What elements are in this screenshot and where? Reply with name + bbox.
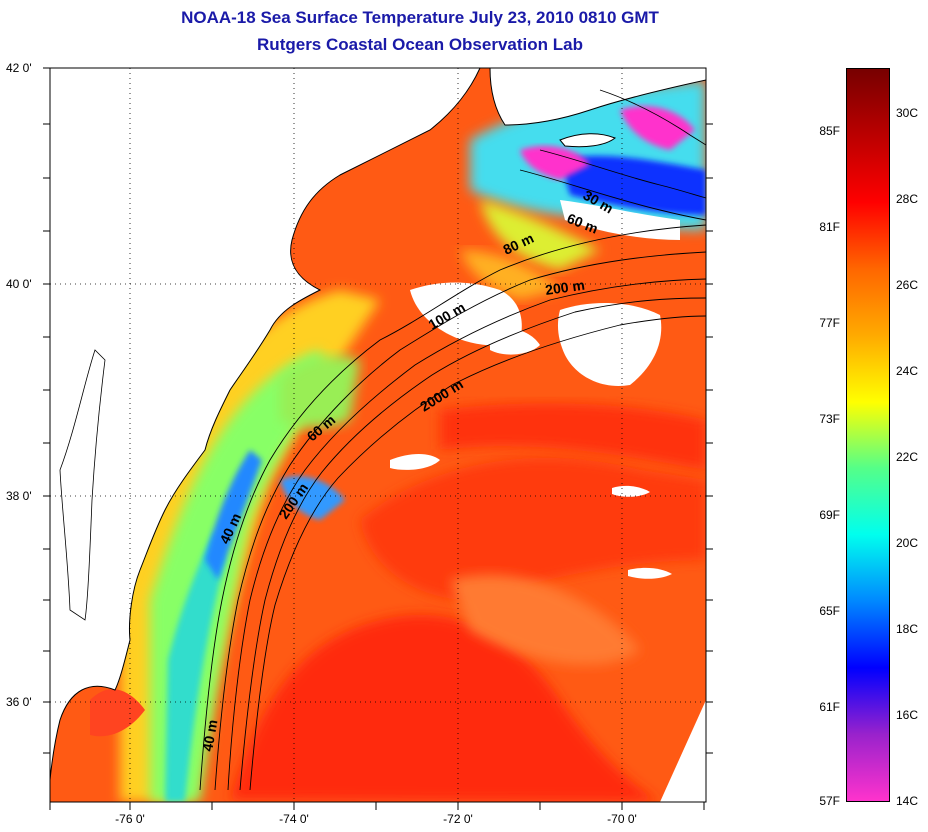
isobath-label-10: 40 m xyxy=(199,718,220,752)
title-line-1: NOAA-18 Sea Surface Temperature July 23,… xyxy=(181,8,659,27)
shelf-break-orange xyxy=(460,250,560,300)
cloud-gap-5 xyxy=(500,88,575,110)
colorbar-c-14: 14C xyxy=(896,794,919,808)
new-england-land xyxy=(489,68,706,126)
coldest-patch-2 xyxy=(620,106,695,150)
northern-warming-band xyxy=(480,200,600,270)
mainland-land xyxy=(50,68,481,781)
coldest-patch-1 xyxy=(520,145,590,180)
cloud-gap-8 xyxy=(628,567,672,579)
colorbar-c-22: 22C xyxy=(896,450,919,464)
cloud-gap-4 xyxy=(560,200,680,240)
chesapeake-shoreline xyxy=(59,349,106,621)
swath-edge-nodata xyxy=(660,700,706,802)
shelf-cold-patch xyxy=(280,476,345,520)
colorbar-f-81: 81F xyxy=(819,220,840,234)
lon-tick-74: -74 0' xyxy=(279,812,309,826)
temperature-colorbar xyxy=(846,68,890,802)
colorbar-c-30: 30C xyxy=(896,106,919,120)
upwelling-blue-strip xyxy=(205,450,262,580)
colorbar-f-77: 77F xyxy=(819,316,840,330)
lat-tick-38: 38 0' xyxy=(6,489,32,503)
colorbar-f-57: 57F xyxy=(819,794,840,808)
colorbar-c-16: 16C xyxy=(896,708,919,722)
title-line-2: Rutgers Coastal Ocean Observation Lab xyxy=(257,35,583,54)
plot-frame xyxy=(49,67,707,803)
colorbar-c-18: 18C xyxy=(896,622,919,636)
nearshore-cool-strip xyxy=(165,530,225,802)
cloud-gap-2 xyxy=(557,303,662,386)
lon-tick-72: -72 0' xyxy=(443,812,473,826)
colorbar-f-65: 65F xyxy=(819,604,840,618)
very-cold-water xyxy=(560,155,706,215)
colorbar-c-20: 20C xyxy=(896,536,919,550)
cloud-gap-3 xyxy=(490,328,540,355)
colorbar-f-69: 69F xyxy=(819,508,840,522)
colorbar-c-24: 24C xyxy=(896,364,919,378)
lat-tick-36: 36 0' xyxy=(6,695,32,709)
lon-tick-70: -70 0' xyxy=(607,812,637,826)
lon-tick-76: -76 0' xyxy=(115,812,145,826)
isobath-label-4: 200 m xyxy=(544,277,586,298)
axis-ticks xyxy=(43,67,713,810)
island-land xyxy=(559,133,616,148)
colorbar-f-73: 73F xyxy=(819,412,840,426)
lat-tick-40: 40 0' xyxy=(6,277,32,291)
colorbar-c-28: 28C xyxy=(896,192,919,206)
colorbar-f-85: 85F xyxy=(819,124,840,138)
cloud-gap-7 xyxy=(612,485,650,497)
isobath-contours xyxy=(199,89,706,791)
lat-tick-42: 42 0' xyxy=(6,61,32,75)
colorbar-c-26: 26C xyxy=(896,278,919,292)
colorbar-f-61: 61F xyxy=(819,700,840,714)
cloud-gap-6 xyxy=(390,454,440,470)
eddy-lighter xyxy=(450,574,640,665)
hot-water-core xyxy=(230,614,660,802)
hot-water-east xyxy=(440,403,706,470)
pamlico-sound xyxy=(90,689,145,737)
